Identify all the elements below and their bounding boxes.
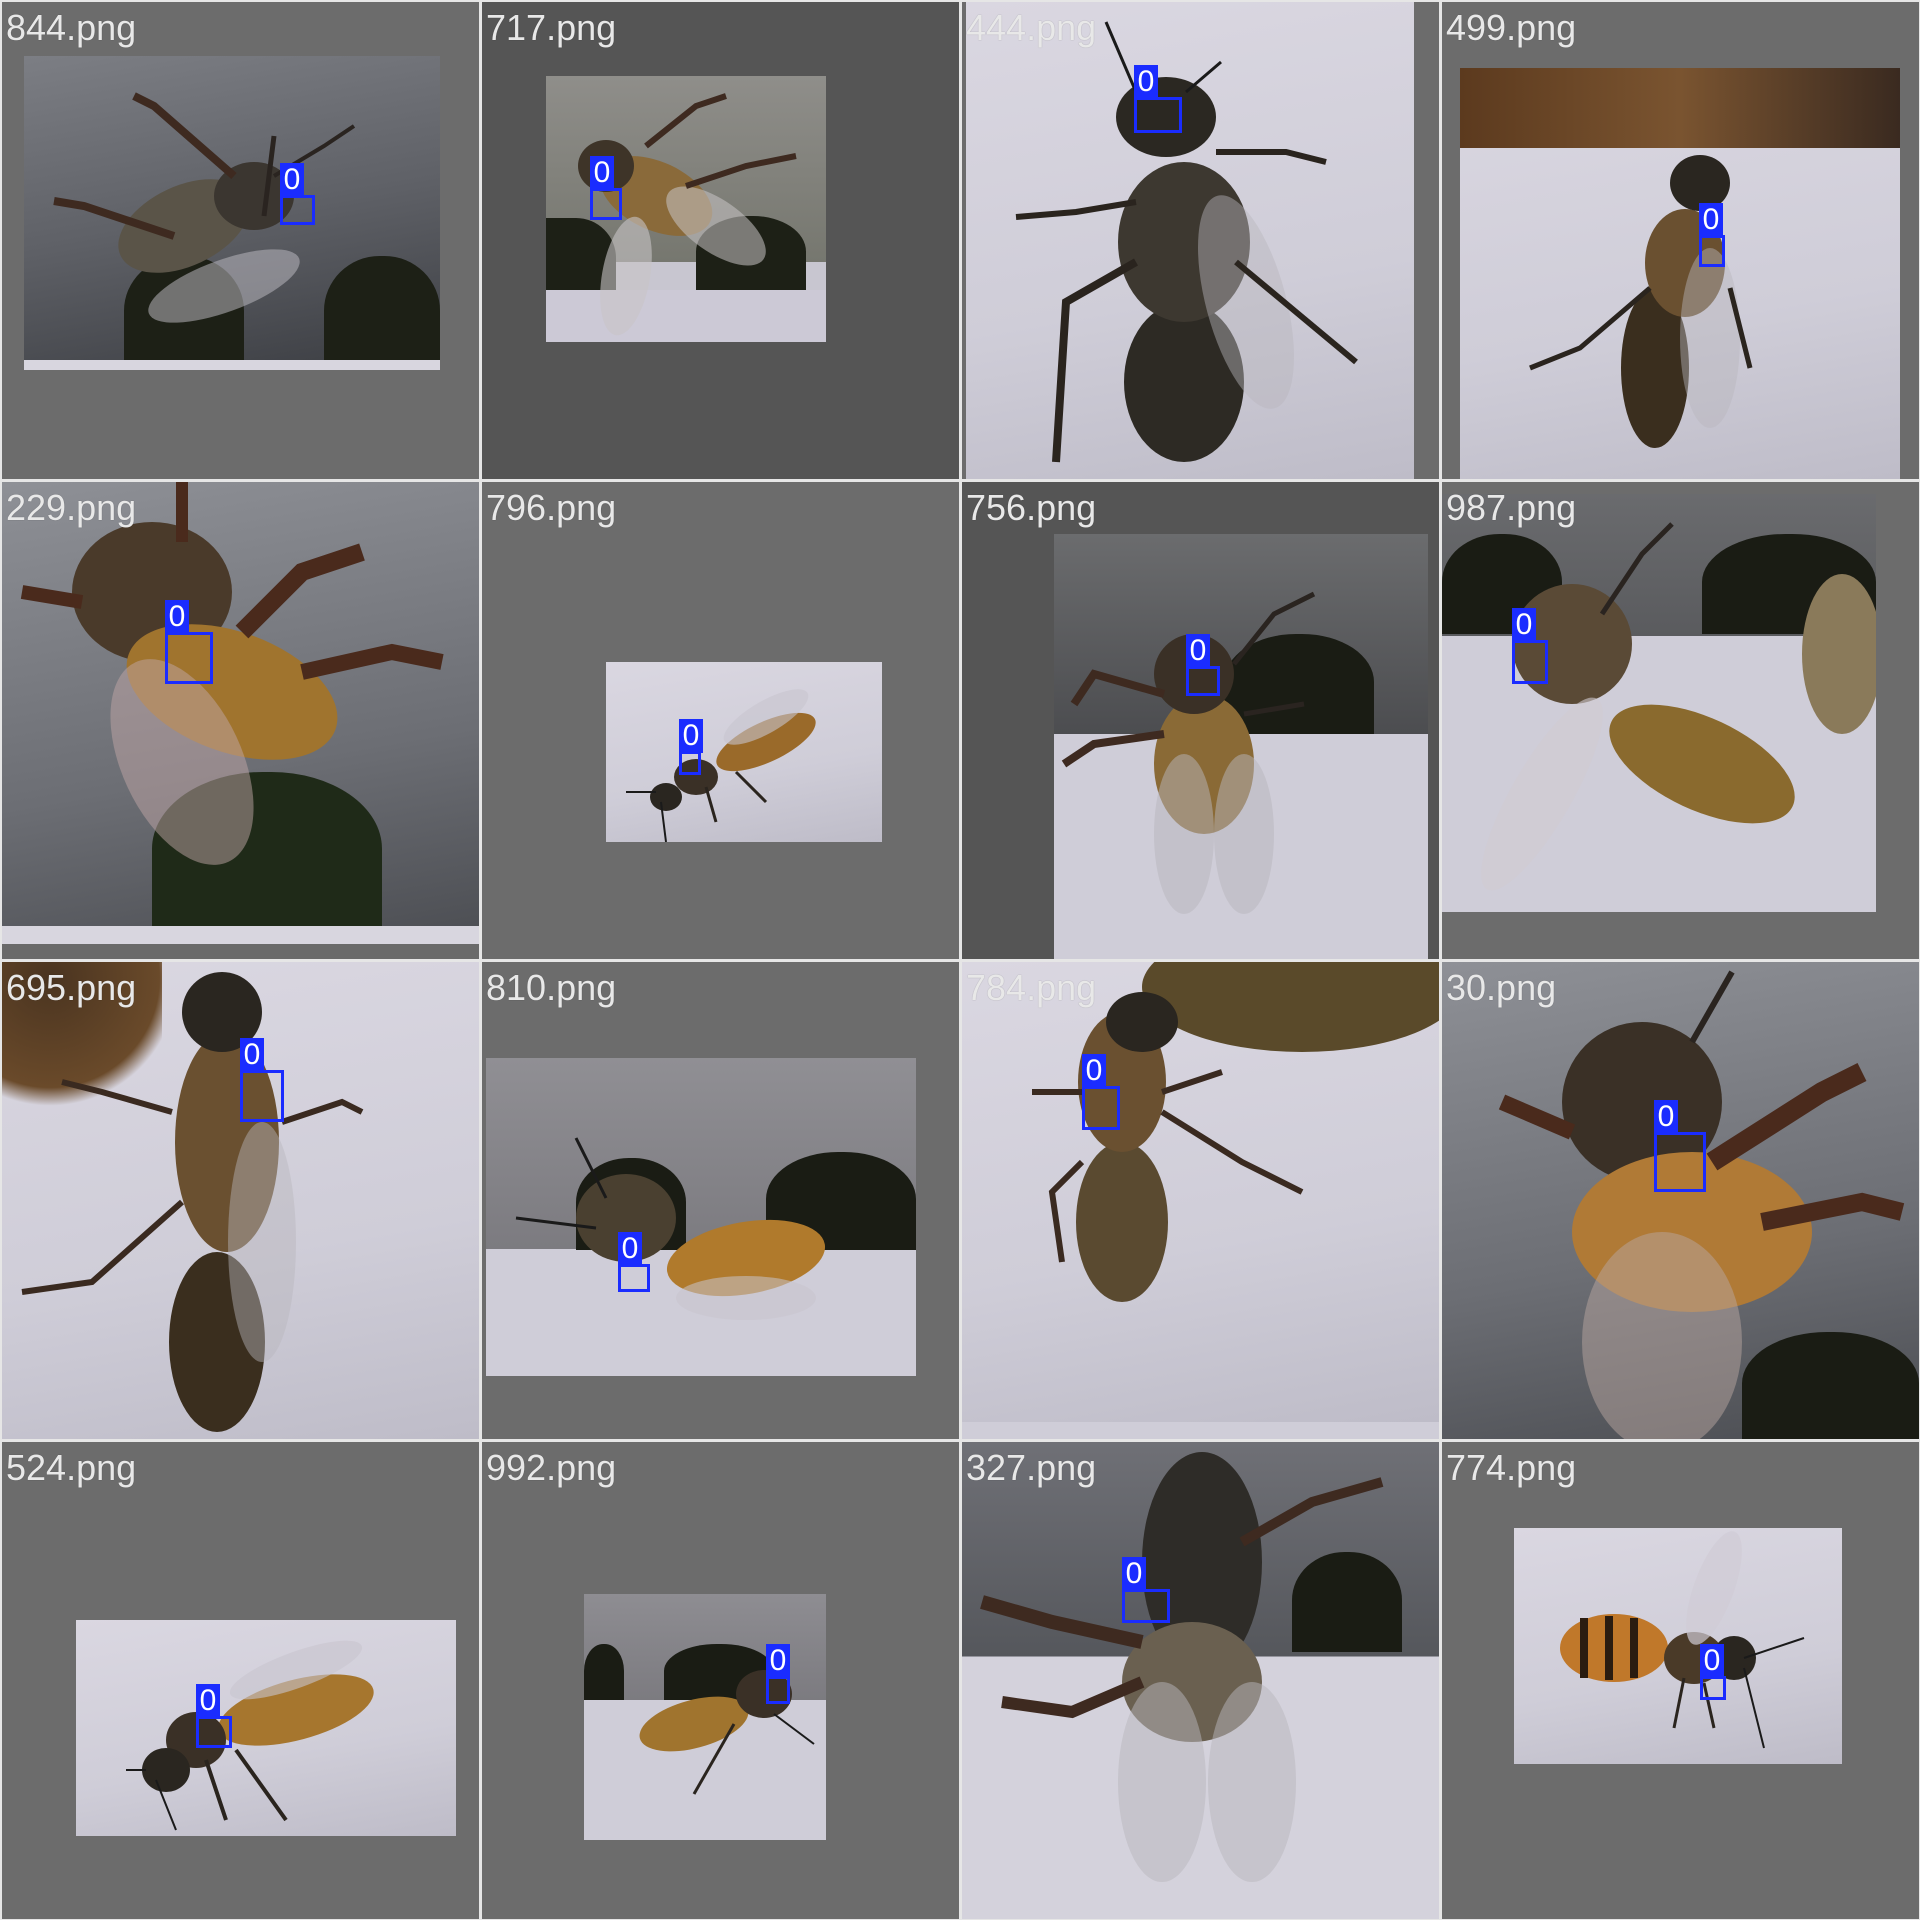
- bee-photo: [2, 962, 479, 1439]
- bee-illustration: [1560, 1531, 1805, 1749]
- filename-label: 844.png: [6, 7, 137, 48]
- detection-box: [679, 751, 701, 775]
- detection-box: [165, 632, 213, 684]
- bee-illustration: [626, 689, 816, 842]
- bee-illustration: [639, 1670, 815, 1795]
- detection-label: 0: [240, 1038, 264, 1072]
- detection-label: 0: [1654, 1100, 1678, 1134]
- detection-label: 0: [1122, 1557, 1146, 1591]
- bee-illustration: [53, 92, 356, 323]
- bee-illustration: [1481, 522, 1876, 891]
- filename-label: 30.png: [1446, 967, 1557, 1008]
- bee-photo: [1514, 1528, 1842, 1764]
- detection-label: 0: [1186, 634, 1210, 668]
- detection-box: [1134, 97, 1182, 133]
- filename-label: 784.png: [966, 967, 1097, 1008]
- detection-box: [1512, 640, 1548, 684]
- image-tile: 0 987.png: [1442, 482, 1919, 959]
- bee-photo: [584, 1594, 826, 1840]
- bee-photo: [1054, 534, 1428, 959]
- bee-illustration: [515, 1137, 826, 1320]
- detection-label: 0: [280, 163, 304, 197]
- detection-box: [196, 1716, 232, 1748]
- bee-photo: [1442, 962, 1919, 1439]
- image-tile: 0 229.png: [2, 482, 479, 959]
- detection-label: 0: [679, 719, 703, 753]
- bee-photo: [76, 1620, 456, 1836]
- image-tile: 0 444.png: [962, 2, 1439, 479]
- bee-photo: [606, 662, 882, 842]
- detection-box: [1699, 235, 1725, 267]
- image-tile: 0 992.png: [482, 1442, 959, 1919]
- image-tile: 0 784.png: [962, 962, 1439, 1439]
- bee-illustration: [21, 972, 364, 1432]
- filename-label: 229.png: [6, 487, 137, 528]
- filename-label: 327.png: [966, 1447, 1097, 1488]
- bee-illustration: [126, 1640, 374, 1831]
- detection-label: 0: [618, 1232, 642, 1266]
- filename-label: 987.png: [1446, 487, 1577, 528]
- detection-label: 0: [766, 1644, 790, 1678]
- detection-box: [1082, 1086, 1120, 1130]
- detection-label: 0: [1134, 65, 1158, 99]
- detection-box: [1186, 666, 1220, 696]
- bee-photo: [1460, 68, 1900, 479]
- detection-label: 0: [165, 600, 189, 634]
- bee-illustration: [20, 482, 444, 865]
- bee-photo: [24, 56, 440, 370]
- detection-label: 0: [1700, 1644, 1724, 1678]
- filename-label: 499.png: [1446, 7, 1577, 48]
- bee-photo: [2, 482, 479, 944]
- detection-box: [590, 188, 622, 220]
- image-tile: 0 756.png: [962, 482, 1439, 959]
- image-tile: 0 499.png: [1442, 2, 1919, 479]
- bee-photo: [546, 76, 826, 342]
- detection-box: [240, 1070, 284, 1122]
- filename-label: 524.png: [6, 1447, 137, 1488]
- filename-label: 756.png: [966, 487, 1097, 528]
- image-tile: 0 524.png: [2, 1442, 479, 1919]
- image-tile: 0 717.png: [482, 2, 959, 479]
- detection-box: [1654, 1132, 1706, 1192]
- bee-photo: [966, 2, 1414, 479]
- image-tile: 0 844.png: [2, 2, 479, 479]
- bee-illustration: [1498, 970, 1905, 1439]
- filename-label: 992.png: [486, 1447, 617, 1488]
- image-tile: 0 774.png: [1442, 1442, 1919, 1919]
- bee-photo: [962, 962, 1439, 1422]
- detection-box: [766, 1676, 790, 1704]
- bee-illustration: [1061, 591, 1316, 914]
- filename-label: 810.png: [486, 967, 617, 1008]
- detection-label: 0: [1699, 203, 1723, 237]
- detection-box: [1700, 1676, 1726, 1700]
- bee-photo: [962, 1442, 1439, 1919]
- bee-photo: [1442, 494, 1876, 912]
- detection-box: [618, 1264, 650, 1292]
- image-tile: 0 30.png: [1442, 962, 1919, 1439]
- filename-label: 444.png: [966, 7, 1097, 48]
- bee-photo: [486, 1058, 916, 1376]
- bee-illustration: [1032, 992, 1304, 1302]
- image-tile: 0 695.png: [2, 962, 479, 1439]
- filename-label: 774.png: [1446, 1447, 1577, 1488]
- detection-label: 0: [590, 156, 614, 190]
- detection-box: [1122, 1589, 1170, 1623]
- image-tile: 0 796.png: [482, 482, 959, 959]
- filename-label: 796.png: [486, 487, 617, 528]
- detection-box: [280, 195, 315, 225]
- bee-illustration: [1015, 21, 1358, 463]
- bee-illustration: [1529, 155, 1753, 448]
- image-tile: 0 810.png: [482, 962, 959, 1439]
- filename-label: 717.png: [486, 7, 617, 48]
- bee-illustration: [980, 1452, 1384, 1882]
- bee-illustration: [578, 93, 797, 336]
- detection-label: 0: [1512, 608, 1536, 642]
- detection-label: 0: [1082, 1054, 1106, 1088]
- filename-label: 695.png: [6, 967, 137, 1008]
- image-tile: 0 327.png: [962, 1442, 1439, 1919]
- detection-label: 0: [196, 1684, 220, 1718]
